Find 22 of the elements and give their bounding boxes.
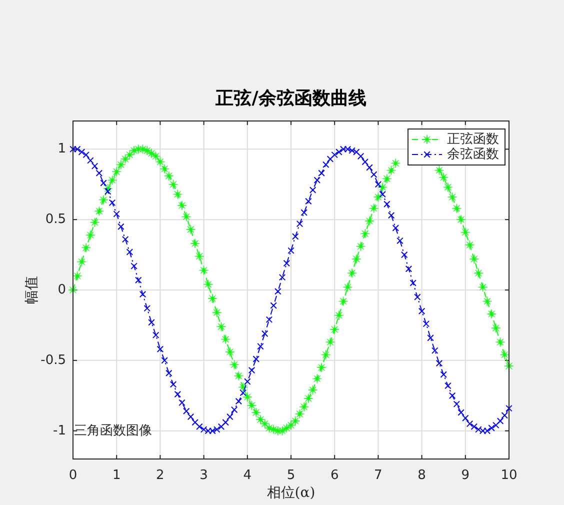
legend-label: 余弦函数 bbox=[447, 147, 499, 162]
x-tick-label: 3 bbox=[200, 468, 208, 483]
x-tick-label: 4 bbox=[243, 468, 252, 483]
y-tick-label: 0 bbox=[58, 282, 66, 298]
x-tick-label: 9 bbox=[461, 468, 470, 483]
x-axis-title: 相位(α) bbox=[266, 485, 316, 501]
x-tick-label: 8 bbox=[418, 468, 426, 483]
x-tick-label: 5 bbox=[286, 468, 296, 483]
chart-title: 正弦/余弦函数曲线 bbox=[214, 88, 366, 109]
y-axis-title: 幅值 bbox=[24, 276, 40, 304]
x-tick-label: 1 bbox=[112, 468, 121, 483]
annotation: 三角函数图像 bbox=[74, 424, 152, 438]
x-tick-label: 2 bbox=[156, 468, 164, 483]
y-tick-label: 0.5 bbox=[45, 212, 66, 228]
x-tick-label: 6 bbox=[330, 468, 339, 483]
y-tick-label: -1 bbox=[53, 423, 66, 438]
y-tick-label: -0.5 bbox=[40, 352, 66, 368]
y-tick-label: 1 bbox=[58, 142, 66, 157]
legend-label: 正弦函数 bbox=[447, 132, 499, 147]
x-tick-label: 7 bbox=[374, 468, 382, 483]
x-tick-label: 0 bbox=[68, 468, 78, 483]
x-tick-label: 10 bbox=[500, 468, 518, 483]
